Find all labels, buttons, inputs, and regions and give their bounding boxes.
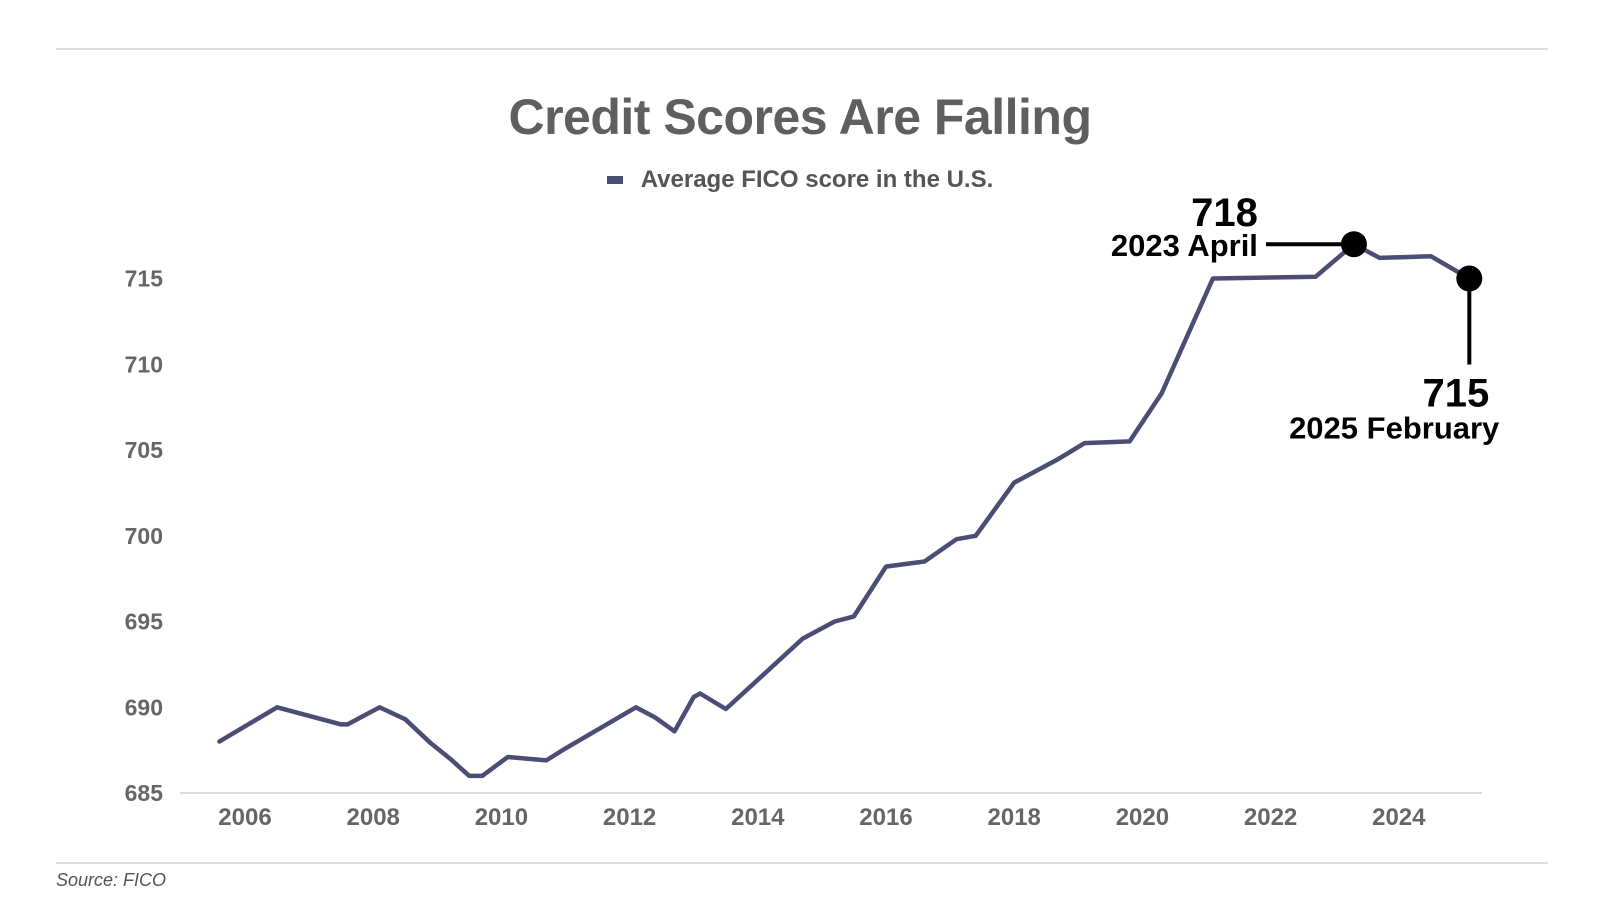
x-tick-label: 2006: [218, 804, 271, 831]
chart-title: Credit Scores Are Falling: [508, 89, 1092, 145]
x-tick-label: 2016: [859, 804, 912, 831]
x-axis-ticks: 2006 2008 2010 2012 2014 2016 2018 2020 2022 2024: [218, 804, 1426, 831]
legend: Average FICO score in the U.S.: [0, 166, 1600, 194]
annotation-date: 2025 February: [1289, 411, 1500, 446]
y-axis-ticks: 715 710 705 700 695 690 685: [125, 266, 164, 807]
y-tick-label: 715: [125, 266, 164, 292]
bottom-divider: [56, 862, 1548, 864]
x-tick-label: 2010: [475, 804, 528, 831]
x-tick-label: 2024: [1372, 804, 1426, 831]
annotation-value: 718: [1191, 191, 1258, 235]
y-tick-label: 700: [125, 523, 163, 549]
x-tick-label: 2020: [1116, 804, 1169, 831]
legend-swatch: [606, 176, 623, 184]
y-tick-label: 710: [125, 351, 163, 377]
legend-label: Average FICO score in the U.S.: [640, 166, 994, 193]
y-tick-label: 690: [125, 694, 163, 720]
x-tick-label: 2012: [603, 804, 656, 831]
annotation-value: 715: [1423, 372, 1490, 416]
x-tick-label: 2008: [347, 804, 400, 831]
annotation-marker: [1340, 231, 1367, 258]
x-tick-label: 2022: [1244, 804, 1297, 831]
y-tick-label: 685: [125, 780, 164, 806]
annotation-marker: [1456, 265, 1483, 292]
annotation-date: 2023 April: [1111, 228, 1258, 263]
x-tick-label: 2014: [731, 804, 785, 831]
top-divider: [56, 48, 1548, 50]
source-note: Source: FICO: [56, 870, 167, 890]
series-line: [217, 241, 1472, 779]
y-tick-label: 695: [125, 609, 164, 635]
y-tick-label: 705: [125, 437, 164, 463]
x-tick-label: 2018: [988, 804, 1041, 831]
